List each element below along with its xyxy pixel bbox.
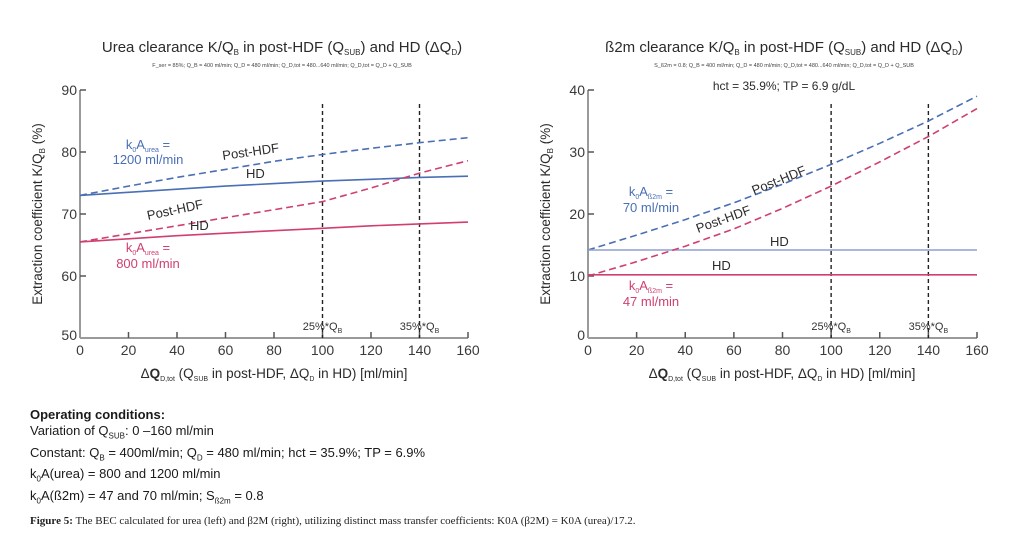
x-tick-label: 120 — [359, 342, 383, 358]
x-tick-label: 60 — [218, 342, 234, 358]
b2m-chart-svg: ß2m clearance K/QB in post-HDF (QSUB) an… — [538, 39, 989, 383]
figure-caption: Figure 5: The BEC calculated for urea (l… — [30, 515, 635, 527]
ops-line-4: k0A(ß2m) = 47 and 70 ml/min; Sß2m = 0.8 — [30, 487, 264, 506]
x-tick-label: 100 — [311, 342, 335, 358]
annotation-k0a-47: k0Aß2m = — [629, 278, 673, 295]
series-line-post-hdf-k0a-47 — [587, 107, 978, 277]
chart-subtitle: F_ser = 85%; Q_B = 400 ml/min; Q_D = 480… — [152, 63, 412, 69]
x-axis-title: ΔQD,tot (QSUB in post-HDF, ΔQD in HD) [m… — [141, 366, 408, 383]
y-tick-label: 0 — [577, 327, 585, 343]
chart-subtitle: S_ß2m = 0.8; Q_B = 400 ml/min; Q_D = 480… — [654, 63, 914, 69]
reference-line-label: 35%*QB — [400, 321, 440, 335]
y-tick-label: 70 — [61, 206, 77, 222]
annotation-47-mlmin: 47 ml/min — [623, 294, 679, 309]
label-hd-47: HD — [712, 258, 731, 273]
x-tick-label: 160 — [965, 342, 989, 358]
series-line-post-hdf-k0a-70 — [587, 95, 978, 251]
x-tick-label: 80 — [266, 342, 282, 358]
reference-line-label: 35%*QB — [909, 321, 949, 335]
ops-line-2: Constant: QB = 400ml/min; QD = 480 ml/mi… — [30, 444, 426, 463]
x-tick-label: 140 — [917, 342, 941, 358]
y-tick-label: 30 — [569, 144, 585, 160]
urea-clearance-chart: Urea clearance K/QB in post-HDF (QSUB) a… — [0, 0, 512, 400]
x-tick-label: 20 — [121, 342, 137, 358]
y-tick-label: 40 — [569, 82, 585, 98]
label-hd-70: HD — [770, 234, 789, 249]
x-tick-label: 0 — [76, 342, 84, 358]
axes: 0 10 20 30 40 0 20 40 60 80 100 120 140 160 — [569, 82, 988, 358]
x-tick-label: 0 — [584, 342, 592, 358]
label-post-hdf-47: Post-HDF — [694, 202, 753, 236]
x-tick-label: 160 — [456, 342, 480, 358]
y-tick-label: 10 — [569, 268, 585, 284]
x-tick-label: 40 — [169, 342, 185, 358]
x-tick-label: 40 — [677, 342, 693, 358]
operating-conditions-heading: Operating conditions: — [30, 407, 166, 422]
caption-label: Figure 5: — [30, 515, 73, 527]
annotation-k0a-70: k0Aß2m = — [629, 184, 673, 201]
chart-subtitle-2: hct = 35.9%; TP = 6.9 g/dL — [713, 79, 856, 93]
y-axis-title: Extraction coefficient K/QB (%) — [538, 123, 555, 304]
y-tick-label: 90 — [61, 82, 77, 98]
chart-title: ß2m clearance K/QB in post-HDF (QSUB) an… — [605, 39, 963, 57]
label-post-hdf-1200: Post-HDF — [221, 140, 280, 163]
annotation-1200-mlmin: 1200 ml/min — [113, 152, 184, 167]
label-hd-800: HD — [190, 218, 209, 233]
annotation-k0a-1200: k0Aurea = — [126, 137, 170, 154]
b2m-clearance-chart: ß2m clearance K/QB in post-HDF (QSUB) an… — [512, 0, 1024, 400]
annotation-800-mlmin: 800 ml/min — [116, 256, 180, 271]
ops-line-3: k0A(urea) = 800 and 1200 ml/min — [30, 466, 221, 484]
operating-conditions: Operating conditions: Variation of QSUB:… — [30, 407, 425, 509]
series-line-post-hdf-k0a-800 — [79, 159, 469, 243]
reference-line-label: 25%*QB — [303, 321, 343, 335]
y-tick-label: 20 — [569, 206, 585, 222]
caption-text: The BEC calculated for urea (left) and β… — [75, 515, 636, 527]
y-tick-label: 80 — [61, 144, 77, 160]
chart-title: Urea clearance K/QB in post-HDF (QSUB) a… — [102, 39, 462, 57]
x-tick-label: 100 — [819, 342, 843, 358]
x-tick-label: 20 — [629, 342, 645, 358]
y-axis-title: Extraction coefficient K/QB (%) — [30, 123, 47, 304]
axes: 50 60 70 80 90 0 20 40 60 80 100 120 140 160 — [61, 82, 479, 358]
y-tick-label: 60 — [61, 268, 77, 284]
x-tick-label: 60 — [726, 342, 742, 358]
y-tick-label: 50 — [61, 327, 77, 343]
annotation-k0a-800: k0Aurea = — [126, 240, 170, 257]
urea-chart-svg: Urea clearance K/QB in post-HDF (QSUB) a… — [30, 39, 480, 383]
label-hd-1200: HD — [246, 166, 265, 181]
series-line-hd-k0a-800 — [79, 221, 469, 243]
x-tick-label: 80 — [775, 342, 791, 358]
x-tick-label: 140 — [408, 342, 432, 358]
ops-line-1: Variation of QSUB: 0 –160 ml/min — [30, 423, 214, 441]
x-axis-title: ΔQD,tot (QSUB in post-HDF, ΔQD in HD) [m… — [649, 366, 916, 383]
annotation-70-mlmin: 70 ml/min — [623, 200, 679, 215]
series-line-hd-k0a-1200 — [79, 175, 469, 197]
x-tick-label: 120 — [868, 342, 892, 358]
label-post-hdf-70: Post-HDF — [750, 162, 809, 197]
reference-line-label: 25%*QB — [811, 321, 851, 335]
